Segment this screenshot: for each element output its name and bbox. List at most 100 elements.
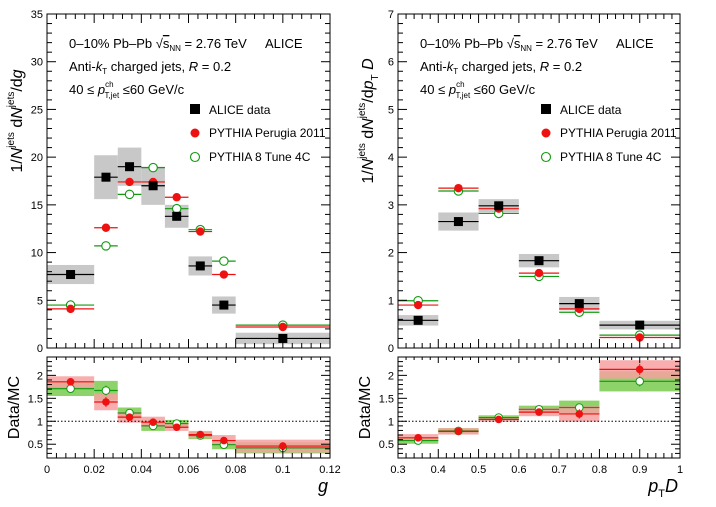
x-tick-label: 0.12 [319, 464, 340, 476]
y-tick-label: 6 [388, 57, 394, 69]
perugia-ratio-point [66, 377, 75, 386]
legend: ALICE data PYTHIA Perugia 2011 PYTHIA 8 Tu… [189, 103, 326, 164]
legend-marker-perugia [541, 128, 551, 138]
y-axis-label-top: 1/Njets dNjets/dg [6, 69, 26, 172]
data-point [534, 256, 544, 266]
data-point [172, 211, 182, 221]
data-point [413, 315, 423, 325]
annotation-algorithm: Anti-kT charged jets, R = 0.2 [69, 59, 231, 76]
ratio-panel: 0.5 1 1.5 2 0 0.02 0.04 0.06 0.08 0.1 0.12 Data/MC g [6, 356, 341, 496]
perugia-point [66, 304, 75, 314]
x-tick-label: 1 [677, 464, 683, 476]
x-tick-label: 0.7 [551, 464, 566, 476]
legend-label-tune4c: PYTHIA 8 Tune 4C [209, 150, 311, 164]
y-tick-label: 25 [31, 104, 43, 116]
ratio-y-tick-label: 1 [388, 416, 394, 428]
data-point [101, 172, 111, 182]
chart-panel-right: 0 1 2 3 4 5 6 7 1/Njets dNjets/dpT D 0–10% Pb–Pb … [357, 9, 683, 500]
data-point [453, 217, 463, 227]
legend-marker-tune4c [189, 151, 201, 163]
x-axis-label: pTD [647, 476, 678, 500]
annotation-block: 0–10% Pb–Pb √sNN = 2.76 TeV ALICE Anti-kT … [420, 36, 654, 100]
legend-label-data: ALICE data [560, 103, 622, 117]
tune4c-point [219, 256, 229, 266]
perugia-ratio-point [149, 418, 157, 426]
perugia-ratio-point [196, 430, 205, 439]
ratio-y-tick-label: 1.5 [28, 393, 43, 405]
perugia-point [278, 322, 288, 332]
perugia-ratio-point [102, 398, 110, 406]
x-tick-label: 0 [44, 464, 50, 476]
y-tick-label: 0 [37, 343, 43, 355]
x-tick-label: 0.08 [225, 464, 246, 476]
y-tick-label: 2 [388, 248, 394, 260]
legend-label-perugia: PYTHIA Perugia 2011 [560, 126, 677, 140]
tune4c-point [148, 162, 158, 173]
annotation-collision: 0–10% Pb–Pb √sNN = 2.76 TeV [420, 36, 598, 53]
legend-marker-tune4c [540, 151, 552, 163]
y-tick-label: 20 [31, 152, 43, 164]
annotation-block: 0–10% Pb–Pb √sNN = 2.76 TeV ALICE Anti-kT … [69, 36, 303, 100]
perugia-ratio-point [220, 436, 228, 445]
x-tick-label: 0.5 [471, 464, 486, 476]
perugia-ratio-point [125, 413, 134, 421]
annotation-algorithm: Anti-kT charged jets, R = 0.2 [420, 59, 582, 76]
data-point [66, 270, 76, 280]
data-point [125, 162, 135, 172]
y-tick-label: 4 [388, 152, 394, 164]
perugia-point [454, 183, 463, 193]
top-panel: 0 1 2 3 4 5 6 7 1/Njets dNjets/dpT D 0–10% Pb–Pb … [357, 9, 681, 355]
x-tick-label: 0.9 [632, 464, 647, 476]
y-tick-label: 30 [31, 57, 43, 69]
perugia-point [413, 300, 423, 310]
top-frame [397, 13, 681, 349]
data-point [574, 299, 584, 309]
legend-marker-data [541, 104, 551, 114]
annotation-experiment: ALICE [265, 36, 303, 51]
perugia-point [196, 227, 205, 236]
y-axis-label-ratio: Data/MC [6, 376, 23, 439]
data-point [278, 333, 288, 343]
y-tick-label: 5 [37, 295, 43, 307]
perugia-ratio-point [279, 442, 287, 450]
perugia-point [125, 177, 134, 187]
annotation-pt-range: 40 ≤ pch T,jet ≤60 GeV/c [420, 80, 536, 100]
y-tick-label: 1 [388, 295, 394, 307]
legend-label-perugia: PYTHIA Perugia 2011 [209, 126, 326, 140]
perugia-ratio-point [454, 427, 463, 436]
ratio-y-tick-label: 1 [37, 416, 43, 428]
y-tick-label: 3 [388, 200, 394, 212]
x-tick-label: 0.02 [83, 464, 104, 476]
data-point [195, 261, 205, 271]
ratio-y-tick-label: 1.5 [379, 393, 394, 405]
ratio-y-tick-label: 0.5 [379, 439, 394, 451]
perugia-point [172, 193, 181, 202]
perugia-point [101, 223, 111, 232]
y-tick-label: 5 [388, 104, 394, 116]
x-tick-label: 0.3 [390, 464, 405, 476]
y-tick-label: 15 [31, 200, 43, 212]
x-axis-label: g [318, 476, 328, 496]
y-tick-label: 10 [31, 248, 43, 260]
tune4c-ratio-point [101, 386, 111, 395]
y-axis-label-ratio: Data/MC [357, 376, 374, 439]
y-axis-label-top: 1/Njets dNjets/dpT D [357, 58, 381, 184]
y-tick-label: 0 [388, 343, 394, 355]
data-point [148, 181, 158, 191]
x-tick-label: 0.06 [178, 464, 199, 476]
annotation-experiment: ALICE [616, 36, 654, 51]
perugia-ratio-point [635, 365, 644, 374]
tune4c-point [171, 203, 182, 214]
perugia-ratio-point [172, 423, 181, 432]
data-point [494, 201, 504, 211]
legend-label-data: ALICE data [209, 103, 271, 117]
ratio-y-tick-label: 2 [388, 370, 394, 382]
x-tick-label: 0.8 [592, 464, 607, 476]
tune4c-ratio-point [66, 384, 75, 393]
annotation-pt-range: 40 ≤ pch T,jet ≤60 GeV/c [69, 80, 185, 100]
legend-marker-data [190, 104, 200, 114]
ratio-y-tick-label: 2 [37, 370, 43, 382]
ratio-panel: 0.5 1 1.5 2 0.3 0.4 0.5 0.6 0.7 0.8 0.9 1 Data/MC pTD [357, 356, 683, 500]
perugia-ratio-point [414, 434, 422, 442]
